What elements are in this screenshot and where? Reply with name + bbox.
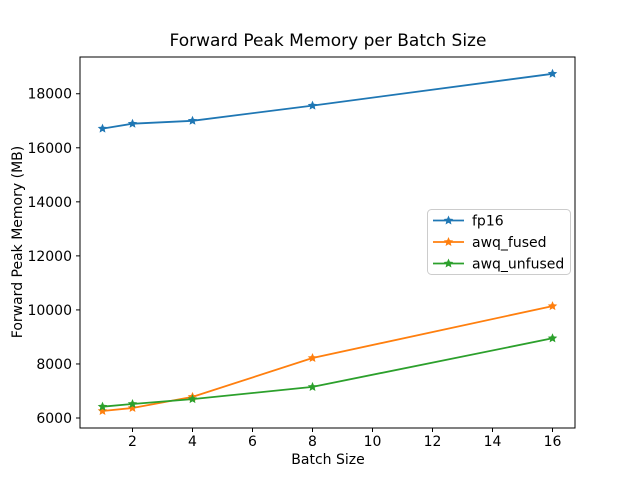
data-point-star-awq_unfused bbox=[187, 394, 198, 404]
data-point-star-awq_unfused bbox=[127, 398, 138, 408]
x-tick-label: 8 bbox=[308, 434, 317, 450]
x-tick-label: 14 bbox=[484, 434, 502, 450]
data-point-star-awq_fused bbox=[97, 405, 108, 416]
y-tick-label: 18000 bbox=[27, 87, 72, 103]
x-tick-label: 10 bbox=[364, 434, 382, 450]
data-point-star-fp16 bbox=[547, 68, 558, 78]
y-tick-label: 14000 bbox=[27, 195, 72, 211]
legend-label-awq_fused: awq_fused bbox=[472, 235, 547, 251]
legend-star-marker bbox=[443, 237, 454, 247]
data-point-star-awq_fused bbox=[307, 353, 318, 363]
y-tick-label: 12000 bbox=[27, 249, 72, 265]
legend-box bbox=[427, 209, 571, 275]
data-point-star-awq_fused bbox=[127, 403, 138, 413]
chart-title: Forward Peak Memory per Batch Size bbox=[170, 31, 487, 51]
x-tick-label: 4 bbox=[188, 434, 197, 450]
data-point-star-awq_unfused bbox=[547, 333, 558, 343]
y-tick-label: 8000 bbox=[36, 357, 72, 373]
data-point-star-fp16 bbox=[127, 118, 138, 128]
legend-label-fp16: fp16 bbox=[472, 214, 504, 230]
data-point-star-fp16 bbox=[97, 123, 108, 133]
y-tick-label: 6000 bbox=[36, 411, 72, 427]
legend-label-awq_unfused: awq_unfused bbox=[472, 257, 564, 273]
plot-frame bbox=[79, 56, 576, 429]
x-axis-label: Batch Size bbox=[291, 452, 364, 468]
data-point-star-fp16 bbox=[187, 115, 198, 125]
data-point-star-awq_fused bbox=[547, 301, 558, 311]
series-line-fp16 bbox=[102, 72, 553, 130]
y-axis-label: Forward Peak Memory (MB) bbox=[10, 146, 26, 338]
legend-star-marker bbox=[443, 215, 454, 225]
y-tick-label: 16000 bbox=[27, 141, 72, 157]
x-tick-label: 16 bbox=[544, 434, 562, 450]
legend: fp16 awq_fused awq_unfused bbox=[427, 209, 571, 275]
axis-ticks: 2 4 6 8 10 12 14 16 6000 8000 10000 12000 14000 16000… bbox=[27, 87, 561, 450]
data-point-star-awq_unfused bbox=[307, 381, 318, 391]
data-point-star-fp16 bbox=[307, 100, 318, 110]
series-line-awq_fused bbox=[102, 305, 553, 412]
data-series bbox=[97, 68, 558, 416]
x-tick-label: 12 bbox=[424, 434, 442, 450]
legend-star-marker bbox=[443, 258, 454, 268]
data-point-star-awq_unfused bbox=[97, 401, 108, 411]
y-tick-label: 10000 bbox=[27, 303, 72, 319]
series-line-awq_unfused bbox=[102, 337, 553, 408]
x-tick-label: 6 bbox=[248, 434, 257, 450]
x-tick-label: 2 bbox=[128, 434, 137, 450]
